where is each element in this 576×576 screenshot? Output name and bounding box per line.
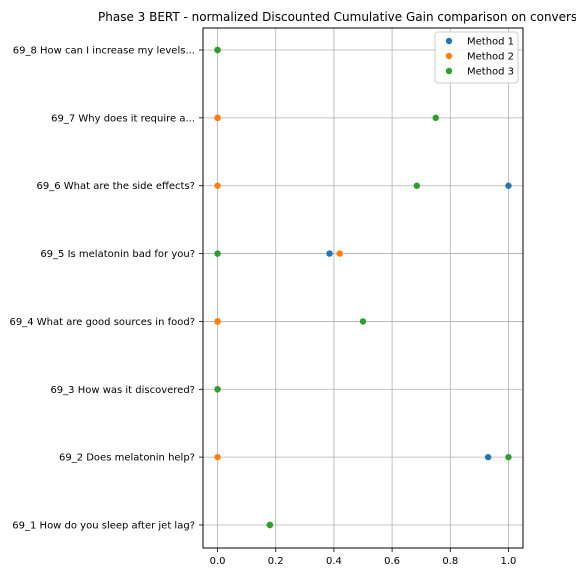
data-point xyxy=(505,182,512,189)
y-tick-label: 69_8 How can I increase my levels... xyxy=(13,46,195,57)
data-point xyxy=(266,521,274,529)
data-point xyxy=(214,318,221,325)
legend-label: Method 3 xyxy=(467,67,514,78)
y-tick-label: 69_3 How was it discovered? xyxy=(50,385,195,396)
data-point xyxy=(336,250,343,257)
y-tick-label: 69_4 What are good sources in food? xyxy=(10,317,195,328)
x-tick-label: 0.6 xyxy=(384,556,400,567)
data-point xyxy=(214,386,221,393)
x-tick-label: 0.0 xyxy=(210,556,226,567)
data-point xyxy=(214,114,221,122)
data-point xyxy=(214,250,221,257)
legend-marker xyxy=(445,67,453,75)
legend-label: Method 1 xyxy=(467,37,514,48)
plot-area xyxy=(202,27,524,549)
x-tick-label: 0.4 xyxy=(326,556,342,567)
data-point xyxy=(326,250,333,257)
data-point xyxy=(432,114,439,122)
x-tick-label: 0.2 xyxy=(268,556,284,567)
data-point xyxy=(359,318,367,325)
y-tick-label: 69_5 Is melatonin bad for you? xyxy=(40,249,195,260)
legend-marker xyxy=(445,52,453,60)
data-point xyxy=(413,182,421,189)
y-tick-label: 69_1 How do you sleep after jet lag? xyxy=(12,521,195,532)
legend-label: Method 2 xyxy=(467,52,514,63)
series-method-1 xyxy=(214,46,512,529)
x-axis: 0.0 0.2 0.4 0.6 0.8 1.0 xyxy=(210,548,517,567)
grid-lines xyxy=(203,28,523,548)
data-point xyxy=(505,453,512,461)
y-axis: 69_1 How do you sleep after jet lag? 69_2… xyxy=(10,46,203,532)
y-tick-label: 69_2 Does melatonin help? xyxy=(59,453,195,464)
data-point xyxy=(214,453,221,461)
data-points xyxy=(214,46,512,529)
series-method-2 xyxy=(214,46,343,529)
x-tick-label: 0.8 xyxy=(442,556,458,567)
legend: Method 1 Method 2 Method 3 xyxy=(434,31,519,84)
y-tick-label: 69_6 What are the side effects? xyxy=(37,181,195,192)
chart-title: Phase 3 BERT - normalized Discounted Cum… xyxy=(98,10,576,24)
legend-marker xyxy=(445,37,453,45)
data-point xyxy=(214,46,221,54)
legend-box xyxy=(434,31,519,84)
x-tick-label: 1.0 xyxy=(501,556,517,567)
data-point xyxy=(484,453,492,461)
y-tick-label: 69_7 Why does it require a... xyxy=(51,113,195,124)
data-point xyxy=(214,182,221,189)
series-method-3 xyxy=(214,46,512,529)
